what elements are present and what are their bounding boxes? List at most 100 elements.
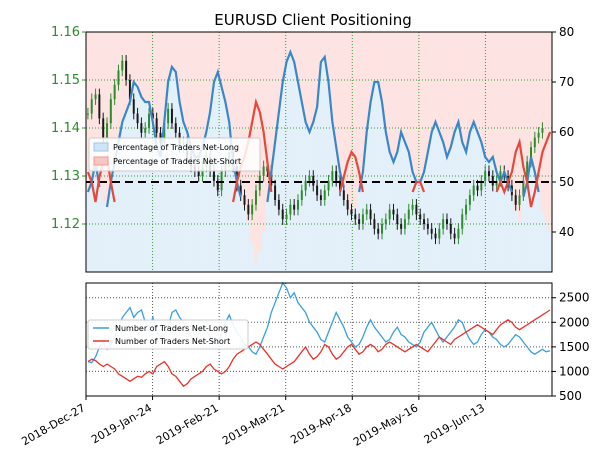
candle-body [442, 219, 445, 229]
top-panel-frame [85, 31, 553, 273]
net-short-band [315, 32, 320, 107]
net-long-band [376, 82, 381, 272]
net-long-band [368, 102, 373, 272]
candle-body [113, 84, 116, 100]
net-short-band [429, 32, 434, 132]
candle-body [384, 219, 387, 224]
net-short-band [177, 32, 182, 102]
net-short-band [154, 32, 159, 147]
candle-body [487, 171, 490, 176]
net-short-band [338, 32, 343, 172]
candle-body [388, 209, 391, 220]
date-tick-label: 2019-Jun-13 [422, 401, 487, 446]
net-short-band [353, 32, 358, 207]
net-short-band [319, 32, 324, 62]
net-long-band [269, 172, 274, 272]
net-short-band [445, 32, 450, 157]
candle-body [90, 99, 93, 114]
bottom-panel: 2500 2000 1500 1000 500 Number of Traders Ne… [85, 281, 590, 403]
net-short-band [452, 32, 457, 132]
net-short-band [296, 32, 301, 82]
candle-body [468, 195, 471, 205]
candle-body [117, 70, 120, 85]
net-short-band [204, 32, 209, 132]
net-short-band [143, 32, 148, 102]
net-long-band [410, 172, 415, 272]
candle-body [281, 209, 284, 220]
candle-body [335, 171, 338, 181]
net-long-band [234, 182, 240, 272]
net-short-band [372, 32, 377, 82]
count-tick-label: 1000 [559, 364, 590, 378]
candle-body [316, 185, 319, 196]
net-short-band [246, 32, 251, 222]
candle-body [438, 228, 441, 239]
net-short-band [368, 32, 373, 102]
net-short-band [250, 32, 255, 242]
net-long-band [158, 157, 163, 272]
net-long-band [189, 147, 194, 272]
net-short-band [544, 32, 549, 222]
count-tick-label: 2000 [559, 315, 590, 329]
candle-body [254, 190, 257, 205]
net-short-band [483, 32, 488, 157]
candle-body [151, 113, 154, 119]
net-long-band [437, 132, 442, 272]
candle-body [327, 180, 330, 191]
net-long-band [101, 202, 106, 272]
candle-body [426, 224, 429, 229]
net-short-band [509, 32, 515, 192]
net-short-band [448, 32, 453, 147]
net-long-band [452, 132, 457, 272]
net-short-band [196, 32, 201, 157]
net-short-band [280, 32, 285, 82]
net-long-band [307, 132, 312, 272]
net-short-band [208, 32, 213, 112]
net-long-band [418, 182, 423, 272]
net-long-band [498, 182, 503, 272]
candle-body [274, 185, 277, 200]
top-legend: Percentage of Traders Net-Long Percentag… [88, 137, 261, 172]
date-tick-label: 2018-Dec-27 [19, 401, 87, 448]
candle-body [522, 180, 525, 196]
candle-body [346, 200, 349, 210]
percent-tick-label: 40 [559, 225, 574, 239]
candle-body [430, 228, 433, 234]
net-long-band [89, 182, 94, 272]
candle-body [373, 219, 376, 229]
net-long-band [143, 102, 148, 272]
net-long-band [131, 82, 136, 272]
candle-body [354, 214, 357, 220]
count-axis: 2500 2000 1500 1000 500 [552, 291, 590, 403]
candle-body [174, 123, 177, 133]
net-long-band [540, 212, 545, 272]
candle-body [339, 180, 342, 191]
percent-tick-label: 70 [559, 75, 574, 89]
candle-body [247, 204, 250, 215]
candle-body [537, 132, 540, 138]
net-long-band [292, 62, 297, 272]
net-long-band [288, 52, 293, 272]
net-short-band [200, 32, 205, 147]
bottom-panel-frame [85, 282, 553, 397]
candle-body [342, 190, 345, 200]
net-long-band [139, 97, 144, 272]
candle-body [396, 214, 399, 224]
net-short-band [540, 32, 545, 212]
net-long-band [177, 102, 182, 272]
candle-body [125, 60, 128, 80]
net-long-band [334, 147, 339, 272]
count-tick-label: 500 [559, 389, 582, 403]
net-short-band [380, 32, 385, 102]
net-long-band [116, 142, 121, 272]
net-short-band [410, 32, 415, 172]
candle-body [499, 171, 502, 181]
candle-body [484, 171, 487, 181]
net-long-band [433, 122, 438, 272]
net-short-band [467, 32, 473, 132]
net-short-band [349, 32, 354, 212]
net-short-band [460, 32, 465, 142]
net-short-band [185, 32, 190, 132]
net-short-band [307, 32, 312, 132]
legend-swatch-net-long-pct [93, 142, 109, 152]
